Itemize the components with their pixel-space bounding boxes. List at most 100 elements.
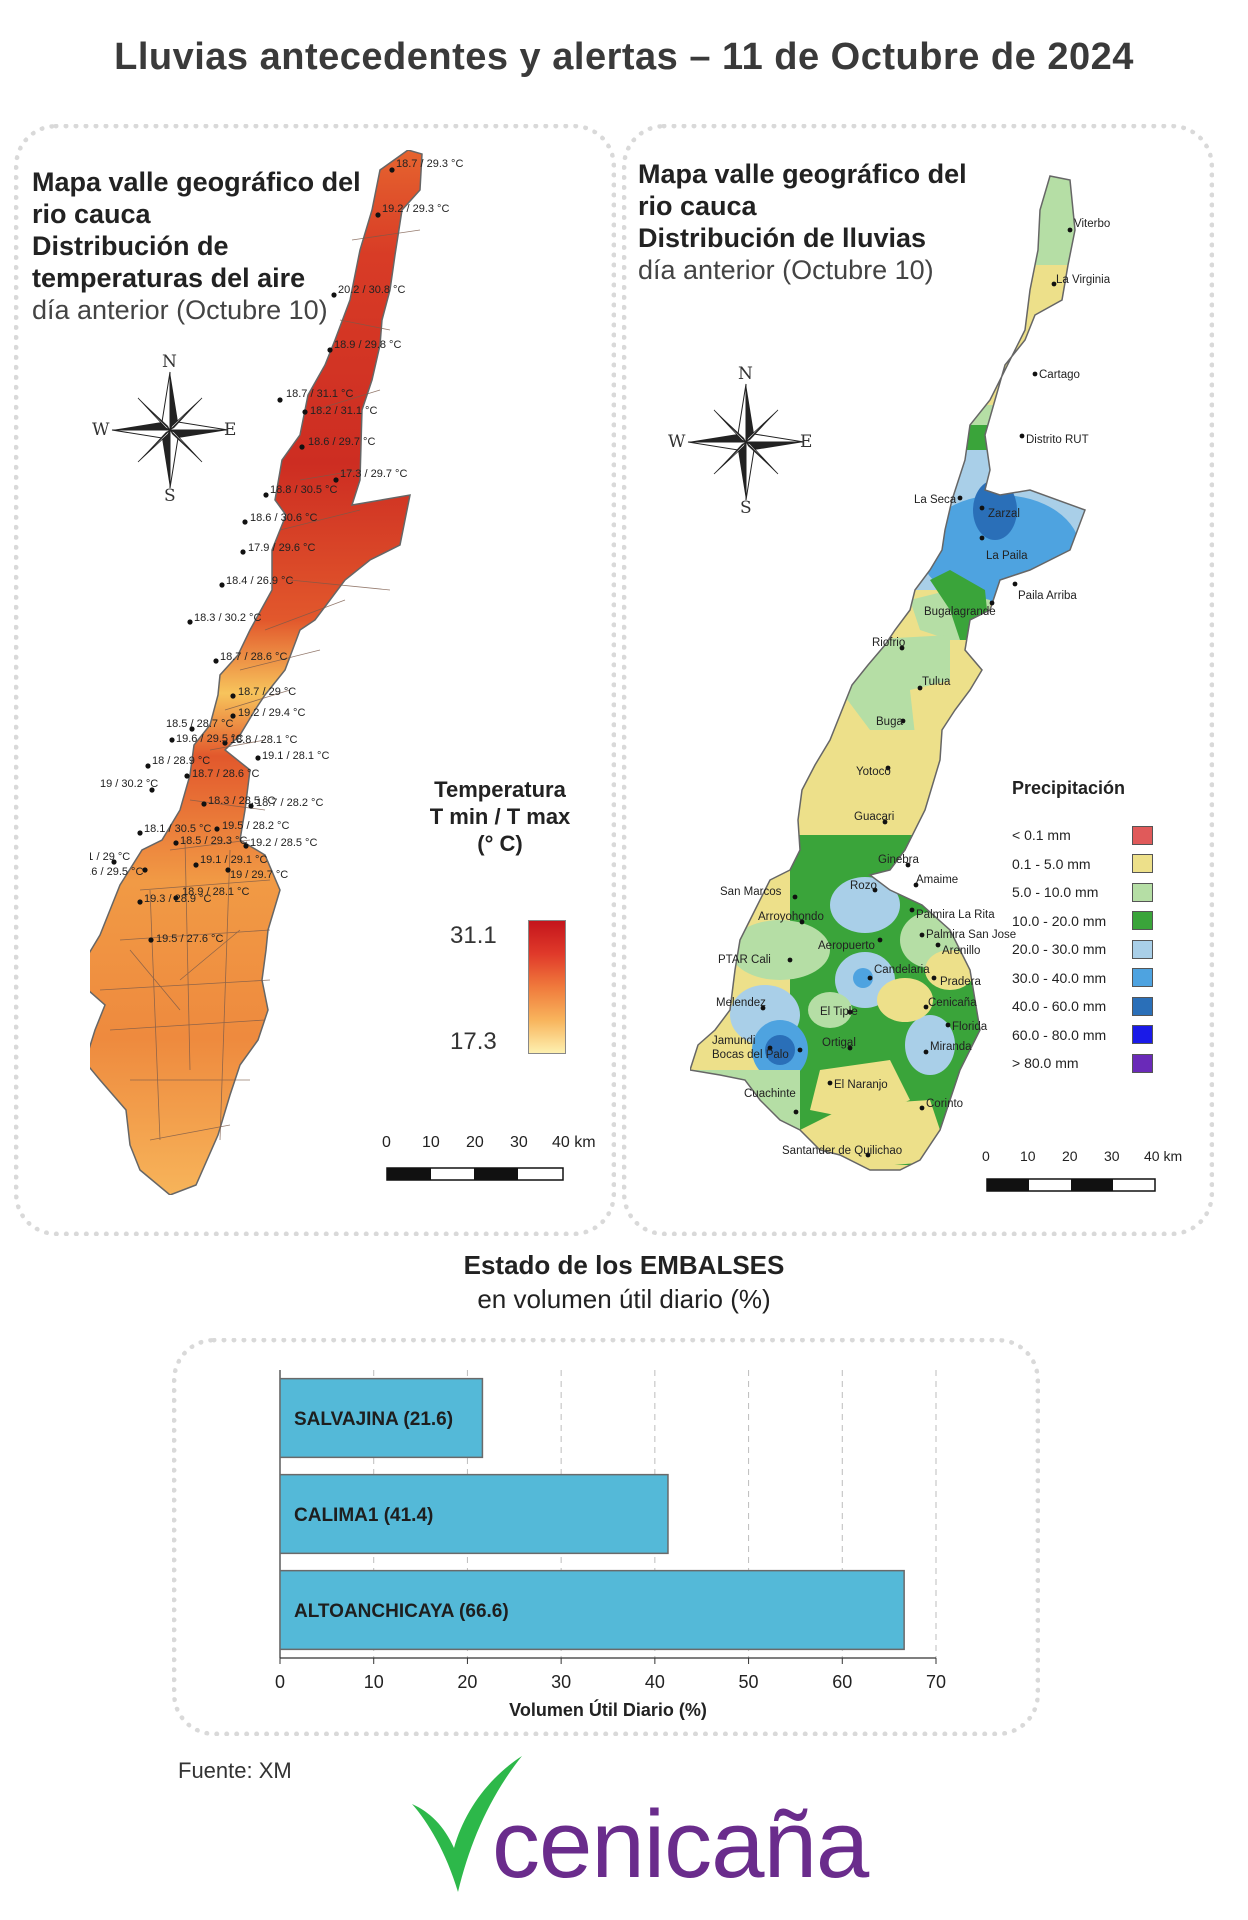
precip-legend-swatch xyxy=(1132,1025,1153,1045)
reservoirs-subtitle: en volumen útil diario (%) xyxy=(477,1284,771,1314)
town-label: Cartago xyxy=(1039,369,1080,381)
temp-legend-title-2: T min / T max xyxy=(429,804,571,829)
town-label: Arenillo xyxy=(942,945,980,957)
town-label: Tulua xyxy=(922,676,951,688)
precip-legend-label: > 80.0 mm xyxy=(1012,1055,1079,1072)
town-label: San Marcos xyxy=(720,886,782,898)
precip-legend-label: 30.0 - 40.0 mm xyxy=(1012,969,1107,986)
reservoirs-title: Estado de los EMBALSES en volumen útil d… xyxy=(0,1248,1248,1316)
town-label: Florida xyxy=(952,1021,988,1033)
rain-scale-20: 20 xyxy=(1062,1148,1078,1164)
station-label: 19.2 / 29.4 °C xyxy=(238,707,305,719)
x-axis-label: Volumen Útil Diario (%) xyxy=(509,1699,707,1720)
town-label: Zarzal xyxy=(988,508,1020,520)
town-label: Bocas del Palo xyxy=(712,1049,789,1061)
precip-legend-item: < 0.1 mm xyxy=(1012,821,1202,850)
station-label: 18.7 / 29 °C xyxy=(238,686,296,698)
reservoirs-title-main: Estado de los EMBALSES xyxy=(463,1250,785,1280)
station-label: 18.5 / 29.3 °C xyxy=(180,835,247,847)
reservoirs-panel xyxy=(172,1338,1040,1736)
temp-scale-10: 10 xyxy=(422,1134,440,1151)
town-label: Candelaria xyxy=(874,964,930,976)
bar-label: CALIMA1 (41.4) xyxy=(294,1505,433,1526)
temperature-panel xyxy=(14,124,616,1236)
precip-legend-swatch xyxy=(1132,911,1153,931)
cenicana-leaf-icon xyxy=(412,1756,522,1892)
compass-rose-icon xyxy=(687,383,805,501)
town-label: Aeropuerto xyxy=(818,940,875,952)
town-label: El Naranjo xyxy=(834,1079,888,1091)
precip-legend-swatch xyxy=(1132,854,1153,874)
bar-label: SALVAJINA (21.6) xyxy=(294,1409,453,1430)
source-note: Fuente: XM xyxy=(178,1758,292,1783)
town-label: Cuachinte xyxy=(744,1088,796,1100)
precip-legend-item: 20.0 - 30.0 mm xyxy=(1012,935,1202,964)
x-tick-label: 20 xyxy=(457,1672,477,1692)
temp-legend-max: 31.1 xyxy=(450,922,497,949)
station-label: 18.8 / 28.1 °C xyxy=(230,734,297,746)
town-label: Santander de Quilichao xyxy=(782,1145,902,1157)
station-label: 19.3 / 28.9 °C xyxy=(144,893,211,905)
temp-title-line2: rio cauca xyxy=(32,199,151,229)
cenicana-logo-text: cenicaña xyxy=(492,1791,869,1898)
town-label: La Paila xyxy=(986,550,1028,562)
temp-scale-0: 0 xyxy=(382,1134,391,1151)
station-label: 18.1 / 30.5 °C xyxy=(144,823,211,835)
precip-legend-label: 5.0 - 10.0 mm xyxy=(1012,884,1099,901)
x-tick-label: 60 xyxy=(832,1672,852,1692)
station-label: 19 / 29.7 °C xyxy=(230,869,288,881)
precip-legend-item: 10.0 - 20.0 mm xyxy=(1012,907,1202,936)
station-label: 18.8 / 30.5 °C xyxy=(270,484,337,496)
temp-subtitle: día anterior (Octubre 10) xyxy=(32,295,328,325)
rain-title-line3: Distribución de lluvias xyxy=(638,223,927,253)
station-label: 18.9 / 29.8 °C xyxy=(334,339,401,351)
town-label: Palmira San Jose xyxy=(926,929,1016,941)
town-label: Corinto xyxy=(926,1098,963,1110)
station-label: 18.4 / 26.9 °C xyxy=(226,575,293,587)
temp-scale-labels: 0 10 20 30 40 km xyxy=(380,1134,600,1154)
precip-legend-title: Precipitación xyxy=(1012,778,1126,798)
town-label: Cenicaña xyxy=(928,997,977,1009)
x-tick-label: 0 xyxy=(275,1672,285,1692)
station-label: 18.7 / 31.1 °C xyxy=(286,388,353,400)
temperature-region-shape xyxy=(90,150,423,1195)
temp-legend-min: 17.3 xyxy=(450,1028,497,1055)
station-label: 18.7 / 28.6 °C xyxy=(192,768,259,780)
town-label: Miranda xyxy=(930,1041,972,1053)
town-label: Guacari xyxy=(854,811,894,823)
precip-legend-item: 0.1 - 5.0 mm xyxy=(1012,850,1202,879)
station-label: 17.9 / 29.6 °C xyxy=(248,542,315,554)
rain-scale-0: 0 xyxy=(982,1148,990,1164)
town-label: Bugalagrande xyxy=(924,606,996,618)
temp-legend-title-1: Temperatura xyxy=(434,777,566,802)
bar-label: ALTOANCHICAYA (66.6) xyxy=(294,1601,509,1622)
station-label: 18.3 / 30.2 °C xyxy=(194,612,261,624)
rain-scale-10: 10 xyxy=(1020,1148,1036,1164)
precip-legend-label: 20.0 - 30.0 mm xyxy=(1012,941,1107,958)
town-label: Ortigal xyxy=(822,1037,856,1049)
temp-scale-30: 30 xyxy=(510,1134,528,1151)
precip-legend-swatch xyxy=(1132,1053,1153,1073)
precip-legend-swatch xyxy=(1132,825,1153,845)
station-label: 19.5 / 27.6 °C xyxy=(156,933,223,945)
station-label: 17.3 / 29.7 °C xyxy=(340,468,407,480)
temp-title-line4: temperaturas del aire xyxy=(32,263,306,293)
rain-map: Viterbo La Virginia Cartago Distrito RUT… xyxy=(690,175,1110,1171)
town-label: Pradera xyxy=(940,976,982,988)
town-label: Melendez xyxy=(716,997,766,1009)
compass-rose-icon xyxy=(111,371,229,489)
rain-scale-30: 30 xyxy=(1104,1148,1120,1164)
precip-legend-item: 60.0 - 80.0 mm xyxy=(1012,1021,1202,1050)
bar xyxy=(279,1569,905,1651)
temp-legend-title-3: (° C) xyxy=(477,831,523,856)
rain-title-line2: rio cauca xyxy=(638,191,757,221)
station-label: 20.2 / 30.8 °C xyxy=(338,284,405,296)
station-label: 18.7 / 28.6 °C xyxy=(220,651,287,663)
compass-w-left: W xyxy=(92,420,110,440)
precip-legend-swatch xyxy=(1132,968,1153,988)
compass-n-right: N xyxy=(738,364,753,384)
town-label: Paila Arriba xyxy=(1018,590,1077,602)
station-label: 18.6 / 29.7 °C xyxy=(308,436,375,448)
temp-color-ramp xyxy=(528,920,566,1054)
x-tick-label: 50 xyxy=(739,1672,759,1692)
